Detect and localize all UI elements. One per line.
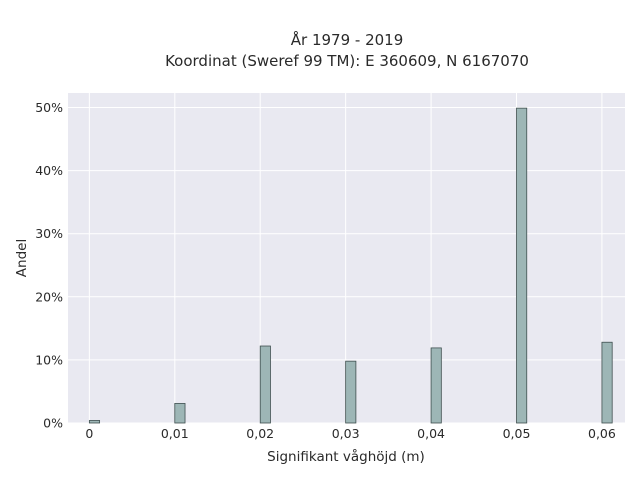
chart-title-line-1: År 1979 - 2019	[291, 30, 404, 49]
bars	[88, 107, 613, 424]
x-axis-title: Signifikant våghöjd (m)	[267, 448, 425, 465]
y-axis-ticks: 0% 10% 20% 30% 40% 50%	[35, 100, 63, 430]
bar-0	[88, 420, 101, 424]
y-tick-label-2: 20%	[35, 289, 63, 304]
bar-2	[259, 345, 271, 424]
x-tick-label-2: 0,02	[246, 426, 274, 441]
bar-4	[430, 347, 442, 424]
y-tick-label-4: 40%	[35, 163, 63, 178]
x-tick-label-6: 0,06	[588, 426, 616, 441]
bar-5	[516, 107, 528, 424]
y-tick-label-3: 30%	[35, 226, 63, 241]
y-tick-label-0: 0%	[43, 416, 63, 431]
x-tick-label-1: 0,01	[161, 426, 189, 441]
x-tick-label-5: 0,05	[503, 426, 531, 441]
chart-title-line-2: Koordinat (Sweref 99 TM): E 360609, N 61…	[165, 52, 529, 70]
y-tick-label-1: 10%	[35, 352, 63, 367]
x-tick-label-3: 0,03	[332, 426, 360, 441]
bar-1	[174, 403, 186, 424]
y-tick-label-5: 50%	[35, 100, 63, 115]
y-axis-title: Andel	[14, 239, 30, 277]
x-axis-ticks: 0 0,01 0,02 0,03 0,04 0,05 0,06	[85, 426, 616, 441]
bar-6	[601, 341, 613, 424]
bar-3	[345, 360, 357, 424]
grid-lines	[68, 93, 625, 424]
x-tick-label-0: 0	[85, 426, 93, 441]
x-tick-label-4: 0,04	[417, 426, 445, 441]
